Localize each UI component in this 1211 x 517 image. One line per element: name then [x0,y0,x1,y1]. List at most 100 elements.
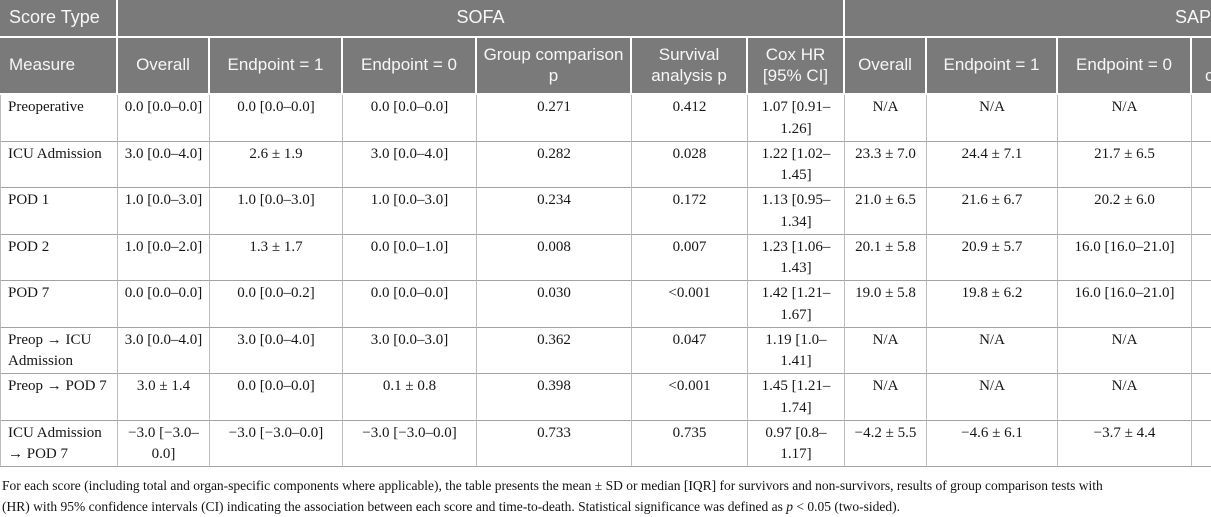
value-cell: 1.13 [0.95–1.34] [748,188,846,235]
value-cell-clipped [1192,188,1211,235]
column-header-sofa-cox-hr: Cox HR [95% CI] [748,38,846,95]
value-cell: <0.001 [632,374,748,421]
value-cell-clipped [1192,420,1211,467]
value-cell: 21.6 ± 6.7 [927,188,1059,235]
value-cell: <0.001 [632,281,748,328]
measure-cell: ICU Admission → POD 7 [0,420,118,467]
measure-header: Measure [0,38,118,95]
table-body: Preoperative 0.0 [0.0–0.0] 0.0 [0.0–0.0]… [0,95,1211,467]
value-cell: N/A [927,374,1059,421]
column-header-saps-endpoint0: Endpoint = 0 [1058,38,1193,95]
value-cell: −3.7 ± 4.4 [1058,420,1193,467]
table-row: Preop → POD 7 3.0 ± 1.4 0.0 [0.0–0.0] 0.… [0,374,1211,421]
value-cell: 0.398 [477,374,632,421]
value-cell: N/A [1058,327,1193,374]
column-header-sofa-endpoint1: Endpoint = 1 [210,38,343,95]
value-cell: 1.07 [0.91–1.26] [748,95,846,142]
table-footnote: For each score (including total and orga… [0,475,1211,517]
value-cell: −3.0 [−3.0–0.0] [343,420,477,467]
value-cell: 0.028 [632,141,748,188]
measure-cell: Preoperative [0,95,118,142]
value-cell: −3.0 [−3.0–0.0] [118,420,210,467]
measure-cell: Preop → ICU Admission [0,327,118,374]
value-cell: N/A [845,327,928,374]
value-cell: 0.030 [477,281,632,328]
table-row: POD 7 0.0 [0.0–0.0] 0.0 [0.0–0.2] 0.0 [0… [0,281,1211,328]
value-cell: N/A [927,95,1059,142]
value-cell: 1.3 ± 1.7 [210,234,343,281]
table-row: Preoperative 0.0 [0.0–0.0] 0.0 [0.0–0.0]… [0,95,1211,142]
value-cell-clipped [1192,234,1211,281]
measure-cell: POD 7 [0,281,118,328]
value-cell: −4.2 ± 5.5 [845,420,928,467]
table-row: ICU Admission 3.0 [0.0–4.0] 2.6 ± 1.9 3.… [0,141,1211,188]
table-row: POD 1 1.0 [0.0–3.0] 1.0 [0.0–3.0] 1.0 [0… [0,188,1211,235]
value-cell: 3.0 [0.0–4.0] [343,141,477,188]
column-header-saps-overall: Overall [845,38,928,95]
value-cell: 0.733 [477,420,632,467]
value-cell: 21.7 ± 6.5 [1058,141,1193,188]
value-cell: 0.282 [477,141,632,188]
value-cell: 0.1 ± 0.8 [343,374,477,421]
value-cell-clipped [1192,374,1211,421]
value-cell: N/A [1058,374,1193,421]
value-cell: −3.0 [−3.0–0.0] [210,420,343,467]
value-cell: 2.6 ± 1.9 [210,141,343,188]
footnote-line-2: (HR) with 95% confidence intervals (CI) … [2,499,900,514]
value-cell: 3.0 [0.0–4.0] [210,327,343,374]
column-header-sofa-survival-analysis-p: Survival analysis p [632,38,748,95]
value-cell: 0.362 [477,327,632,374]
value-cell: 3.0 [0.0–3.0] [343,327,477,374]
group-header-row: Score Type SOFA SAPS II [0,0,1211,38]
value-cell: 20.2 ± 6.0 [1058,188,1193,235]
value-cell: 23.3 ± 7.0 [845,141,928,188]
measure-cell: Preop → POD 7 [0,374,118,421]
column-header-saps-group-comparison-p: Group comparison p [1192,38,1211,95]
value-cell-clipped [1192,95,1211,142]
value-cell: 0.047 [632,327,748,374]
score-type-header: Score Type [0,0,118,38]
column-header-sofa-group-comparison-p: Group comparison p [477,38,632,95]
footnote-line-1: For each score (including total and orga… [2,478,1103,493]
scores-table: Score Type SOFA SAPS II Measure Overall … [0,0,1211,467]
value-cell: N/A [927,327,1059,374]
value-cell: 1.45 [1.21–1.74] [748,374,846,421]
value-cell: 0.172 [632,188,748,235]
measure-cell: ICU Admission [0,141,118,188]
saps-group-header: SAPS II [845,0,1211,38]
value-cell: 20.1 ± 5.8 [845,234,928,281]
value-cell: 0.0 [0.0–0.0] [210,95,343,142]
value-cell: 0.0 [0.0–0.0] [210,374,343,421]
value-cell: 0.0 [0.0–0.0] [343,281,477,328]
column-header-sofa-endpoint0: Endpoint = 0 [343,38,477,95]
value-cell: 1.0 [0.0–3.0] [118,188,210,235]
value-cell-clipped [1192,281,1211,328]
value-cell-clipped [1192,327,1211,374]
value-cell: 16.0 [16.0–21.0] [1058,234,1193,281]
value-cell: 16.0 [16.0–21.0] [1058,281,1193,328]
value-cell: 1.0 [0.0–2.0] [118,234,210,281]
value-cell: 0.0 [0.0–0.2] [210,281,343,328]
value-cell: 0.735 [632,420,748,467]
column-header-sofa-overall: Overall [118,38,210,95]
value-cell: 3.0 ± 1.4 [118,374,210,421]
value-cell: 1.23 [1.06–1.43] [748,234,846,281]
table-row: Preop → ICU Admission 3.0 [0.0–4.0] 3.0 … [0,327,1211,374]
value-cell: N/A [845,374,928,421]
value-cell: 3.0 [0.0–4.0] [118,141,210,188]
value-cell: 0.007 [632,234,748,281]
value-cell: N/A [1058,95,1193,142]
value-cell: 0.0 [0.0–0.0] [118,281,210,328]
value-cell: 0.008 [477,234,632,281]
value-cell-clipped [1192,141,1211,188]
value-cell: 1.0 [0.0–3.0] [210,188,343,235]
value-cell: N/A [845,95,928,142]
value-cell: 0.0 [0.0–1.0] [343,234,477,281]
measure-cell: POD 1 [0,188,118,235]
value-cell: 0.0 [0.0–0.0] [118,95,210,142]
value-cell: 0.234 [477,188,632,235]
value-cell: 20.9 ± 5.7 [927,234,1059,281]
table-row: POD 2 1.0 [0.0–2.0] 1.3 ± 1.7 0.0 [0.0–1… [0,234,1211,281]
column-header-saps-endpoint1: Endpoint = 1 [927,38,1059,95]
